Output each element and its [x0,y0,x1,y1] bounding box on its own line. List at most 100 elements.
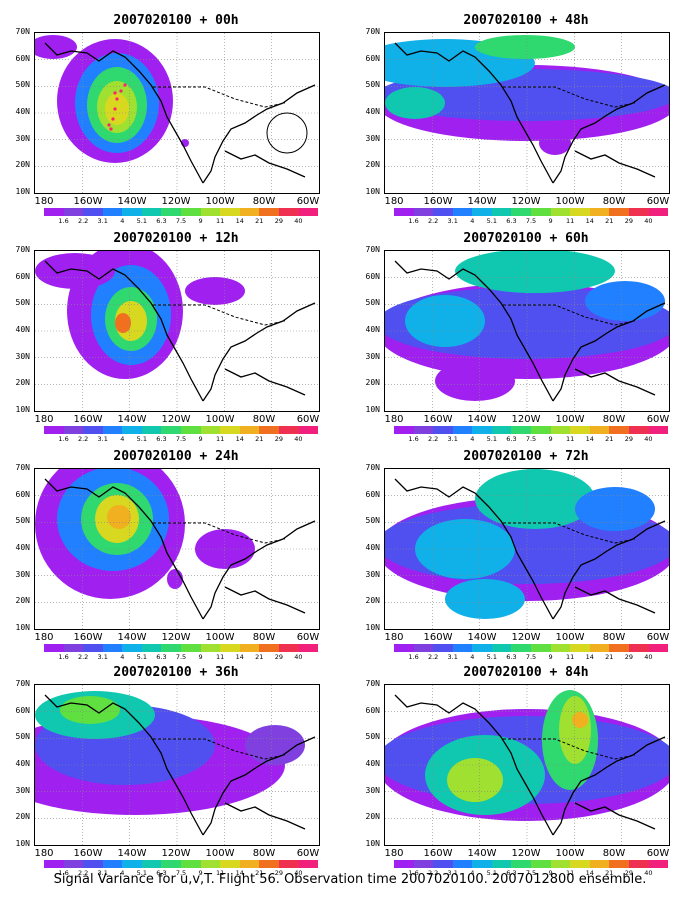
longitude-label: 120W [161,414,191,425]
colorbar-label: 6.3 [506,869,517,877]
map-plot-area [384,684,670,846]
longitude-label: 120W [161,848,191,859]
colorbar-label: 5.1 [136,435,148,443]
colorbar-swatch [609,860,629,868]
latitude-label: 20N [15,596,30,606]
colorbar-swatch [239,860,260,868]
colorbar-swatch [452,644,473,652]
colorbar-label: 5.1 [486,217,498,225]
flight-observation-point [111,117,115,121]
colorbar-swatch [181,860,201,868]
colorbar-swatch [628,860,649,868]
longitude-label: 120W [511,414,541,425]
latitude-label: 50N [15,732,30,742]
longitude-label: 140W [117,632,147,643]
colorbar-label: 21 [255,217,264,225]
variance-contour [107,505,131,529]
colorbar-label: 21 [605,653,614,661]
latitude-label: 70N [365,245,380,254]
colorbar-swatch [550,860,571,868]
colorbar-swatch [394,426,414,434]
figure-caption: Signal Variance for u,v,T. Flight 56. Ob… [53,872,647,887]
colorbar-swatch [452,208,473,216]
colorbar-swatch [83,860,103,868]
colorbar-swatch [472,860,492,868]
colorbar-swatch [589,644,610,652]
variance-contour [475,469,595,529]
colorbar-label: 9 [548,869,553,877]
colorbar-swatch [239,426,260,434]
longitude-label: 120W [511,632,541,643]
latitude-label: 30N [365,133,380,143]
latitude-label: 30N [365,785,380,795]
variance-contour [572,712,588,728]
colorbar-label: 9 [198,869,203,877]
colorbar-swatch [239,644,260,652]
map-panel: 2007020100 + 12h 70N 60N 50N 40N 30N 20N 10N 180… [0,226,340,444]
colorbar-label: 2.2 [427,869,439,877]
longitude-label: 120W [511,848,541,859]
longitude-label: 180 [34,196,54,207]
colorbar-swatch [531,860,551,868]
map-panel: 2007020100 + 84h 70N 60N 50N 40N 30N 20N 10N 180… [350,660,690,878]
colorbar-label: 29 [274,869,283,877]
longitude-label: 160W [423,414,453,425]
colorbar-label: 2.2 [427,653,439,661]
colorbar-label: 5.1 [486,435,498,443]
colorbar-swatch [102,860,123,868]
longitude-label: 100W [205,848,235,859]
colorbar-swatch [413,860,434,868]
latitude-label: 10N [15,405,30,414]
colorbar-label: 1.6 [58,869,69,877]
latitude-label: 30N [365,569,380,579]
map-panel: 2007020100 + 00h 70N 60N 50N 40N 30N 20N 10N 180… [0,8,340,226]
longitude-label: 100W [555,632,585,643]
latitude-label: 20N [365,596,380,606]
flight-observation-point [115,97,119,101]
colorbar-labels: 1.6 2.2 3.1 4 5.1 6.3 7.5 9 11 14 21 29 40 [394,217,668,226]
colorbar-label: 14 [235,653,244,661]
colorbar-label: 2.2 [77,869,89,877]
colorbar-label: 6.3 [156,869,167,877]
colorbar-label: 6.3 [156,653,167,661]
map-panel: 2007020100 + 60h 70N 60N 50N 40N 30N 20N 10N 180… [350,226,690,444]
longitude-label: 60W [296,632,320,643]
longitude-label: 100W [205,632,235,643]
colorbar-swatch [181,208,201,216]
colorbar-label: 2.2 [427,435,439,443]
colorbar-swatch [298,860,319,868]
map-panel: 2007020100 + 24h 70N 60N 50N 40N 30N 20N 10N 180… [0,444,340,662]
colorbar-swatch [298,208,319,216]
colorbar-label: 1.6 [58,435,69,443]
latitude-label: 70N [15,679,30,688]
colorbar-label: 40 [644,869,653,877]
colorbar-swatch [531,644,551,652]
border-line [153,738,286,760]
latitude-label: 50N [365,298,380,308]
longitude-label: 140W [467,632,497,643]
colorbar-swatch [648,644,669,652]
coastline [394,260,666,402]
coastline [394,694,666,836]
colorbar-label: 5.1 [136,653,148,661]
flight-observation-point [113,107,117,111]
variance-contour [415,519,515,579]
colorbar-swatch [161,208,182,216]
colorbar [394,426,669,434]
variance-contour [575,487,655,531]
colorbar-swatch [609,426,629,434]
colorbar-swatch [511,426,532,434]
variance-field [35,251,319,411]
longitude-label: 140W [467,196,497,207]
variance-contour [35,35,77,59]
colorbar-swatch [298,644,319,652]
colorbar-label: 5.1 [486,869,498,877]
latitude-label: 50N [365,80,380,90]
colorbar-label: 4 [470,869,475,877]
colorbar-label: 11 [216,869,225,877]
colorbar-label: 6.3 [506,653,517,661]
colorbar-label: 14 [235,217,244,225]
colorbar-label: 6.3 [156,217,167,225]
longitude-label: 140W [467,848,497,859]
variance-contour [435,361,515,401]
